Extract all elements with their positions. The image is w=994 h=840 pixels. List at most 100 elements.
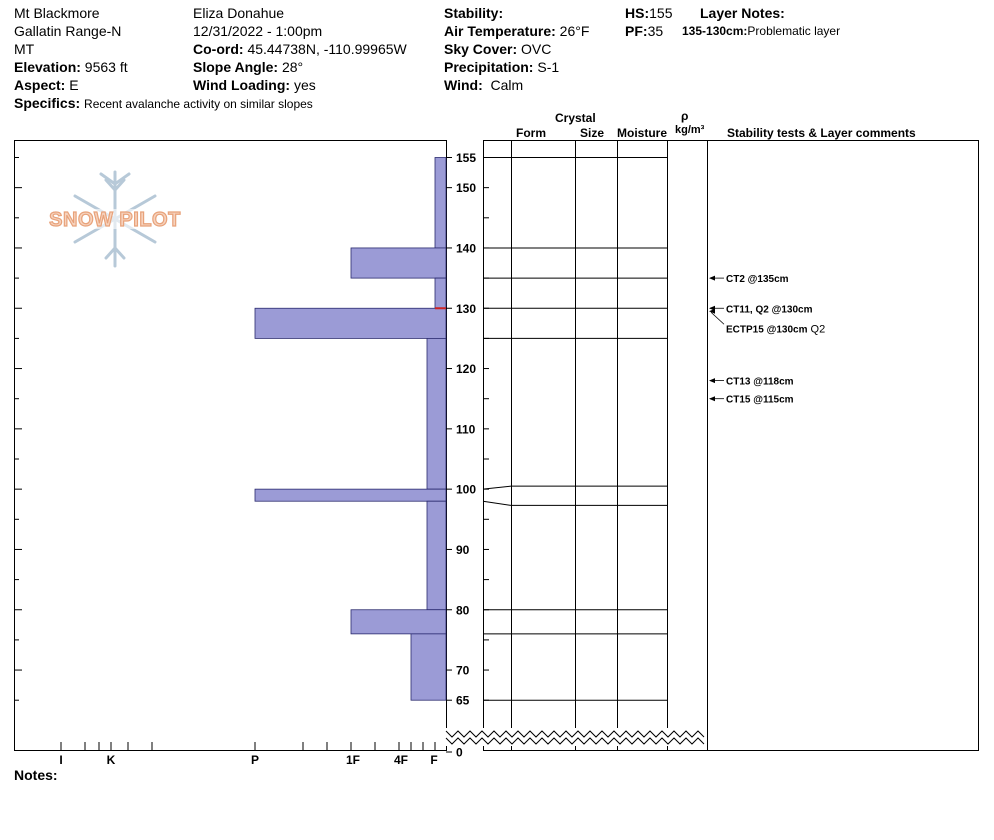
moisture-header: Moisture: [617, 126, 668, 140]
coord-field: Co-ord: 45.44738N, -110.99965W: [193, 40, 407, 58]
elevation-label: Elevation:: [14, 59, 81, 75]
specifics-value: Recent avalanche activity on similar slo…: [84, 97, 313, 111]
wind-field: Wind: Calm: [444, 76, 523, 94]
height-axis-label: 150: [456, 181, 476, 195]
location-name: Mt Blackmore: [14, 5, 100, 21]
slope-value: 28°: [281, 59, 304, 75]
precip-label: Precipitation:: [444, 59, 534, 75]
layer-connector-5: [482, 485, 512, 490]
crystal-grid-columns: [511, 140, 668, 751]
hardness-axis-label: I: [59, 753, 62, 767]
hardness-axis-label: 4F: [394, 753, 408, 767]
stability-test-text: CT15 @115cm: [726, 395, 794, 406]
stability-test-text: CT2 @135cm: [726, 274, 789, 285]
stability-test-0: CT2 @135cm: [709, 274, 789, 285]
density-unit-header: kg/m³: [675, 124, 705, 136]
stability-comments-header: Stability tests & Layer comments: [727, 126, 916, 140]
hardness-layer-6: [426, 500, 447, 611]
layer-connector-6: [482, 500, 512, 506]
stability-test-4: CT15 @115cm: [709, 395, 794, 406]
height-axis: 155 150 140 130 120 110 100 90 80 70 65 0: [446, 151, 489, 760]
hardness-layer-4: [426, 337, 447, 490]
precip-field: Precipitation: S-1: [444, 58, 559, 76]
hardness-layer-5: [254, 488, 447, 502]
wind-value: Calm: [490, 77, 524, 93]
aspect-field: Aspect: E: [14, 76, 79, 94]
aspect-value: E: [69, 77, 79, 93]
hardness-layer-7: [350, 609, 447, 635]
slope-label: Slope Angle:: [193, 59, 279, 75]
pf-value: 35: [647, 23, 664, 39]
crystal-header: Crystal: [555, 111, 596, 125]
stability-test-2: ECTP15 @130cm Q2: [709, 308, 825, 335]
size-header: Size: [580, 126, 605, 140]
stability-label: Stability:: [444, 5, 504, 21]
rho-header: ρ: [681, 109, 689, 123]
height-axis-label: 140: [456, 241, 476, 255]
wind-loading-label: Wind Loading:: [193, 77, 291, 93]
sky-cover-field: Sky Cover: OVC: [444, 40, 551, 58]
coord-label: Co-ord:: [193, 41, 244, 57]
layer-note: 135-130cm:Problematic layer: [682, 24, 840, 38]
layer-note-text: Problematic layer: [747, 24, 841, 38]
height-axis-label: 0: [456, 746, 463, 760]
stability-tests: CT2 @135cm CT11, Q2 @130cm ECTP15 @130cm Q…: [709, 274, 825, 406]
hardness-layer-8: [410, 633, 447, 701]
slope-field: Slope Angle: 28°: [193, 58, 303, 76]
hs-value: 155: [649, 5, 673, 21]
air-temp-field: Air Temperature: 26°F: [444, 22, 589, 40]
hardness-axis-label: F: [430, 753, 437, 767]
layer-notes-label: Layer Notes:: [700, 5, 785, 21]
hardness-bars: [254, 157, 447, 701]
sky-cover-value: OVC: [521, 41, 552, 57]
height-axis-label: 155: [456, 151, 476, 165]
sky-cover-label: Sky Cover:: [444, 41, 518, 57]
wind-loading-field: Wind Loading: yes: [193, 76, 316, 94]
hardness-axis-label: 1F: [346, 753, 360, 767]
crystal-grid-frame: [483, 140, 708, 751]
stability-test-text: ECTP15 @130cm Q2: [726, 323, 825, 335]
aspect-label: Aspect:: [14, 77, 66, 93]
observation-datetime: 12/31/2022 - 1:00pm: [193, 23, 323, 39]
height-axis-label: 65: [456, 694, 470, 708]
stability-test-pointer: [710, 311, 725, 325]
wind-label: Wind:: [444, 77, 483, 93]
stability-test-text: CT13 @118cm: [726, 377, 794, 388]
stability-test-1: CT11, Q2 @130cm: [709, 304, 813, 315]
hardness-layer-1: [350, 247, 447, 279]
form-header: Form: [516, 126, 546, 140]
stability-panel-frame: [707, 140, 979, 751]
hs-label: HS:: [625, 5, 650, 21]
height-axis-label: 90: [456, 543, 470, 557]
arrow-icon: [709, 308, 715, 314]
hardness-layer-2: [434, 277, 447, 309]
hardness-plot-frame: [14, 140, 447, 751]
stability-test-text: CT11, Q2 @130cm: [726, 304, 813, 315]
layer-boundary-lines: [482, 157, 667, 701]
axis-break: [445, 728, 708, 746]
hardness-axis: I K P 1F 4F F: [59, 742, 438, 767]
stability-field: Stability:: [444, 4, 503, 22]
wind-loading-value: yes: [293, 77, 316, 93]
pf-label: PF:: [625, 23, 648, 39]
snowpilot-logo: SNOW PILOT: [39, 170, 191, 268]
air-temp-value: 26°F: [559, 23, 590, 39]
hardness-layer-3: [254, 307, 447, 339]
hs-field: HS:155: [625, 4, 672, 22]
pf-field: PF:35: [625, 22, 663, 40]
snowpilot-logo-text: SNOW PILOT: [49, 209, 181, 231]
height-axis-label: 100: [456, 483, 476, 497]
elevation-value: 9563 ft: [84, 59, 128, 75]
height-axis-label: 120: [456, 362, 476, 376]
hardness-axis-label: K: [107, 753, 116, 767]
height-axis-label: 130: [456, 302, 476, 316]
specifics-field: Specifics: Recent avalanche activity on …: [14, 94, 313, 112]
range-name: Gallatin Range-N: [14, 23, 122, 39]
height-axis-label: 110: [456, 422, 476, 436]
observer-name: Eliza Donahue: [193, 5, 285, 21]
specifics-label: Specifics:: [14, 95, 81, 111]
arrow-icon: [709, 396, 715, 402]
layer-note-range: 135-130cm:: [682, 24, 748, 38]
hardness-axis-label: P: [251, 753, 259, 767]
